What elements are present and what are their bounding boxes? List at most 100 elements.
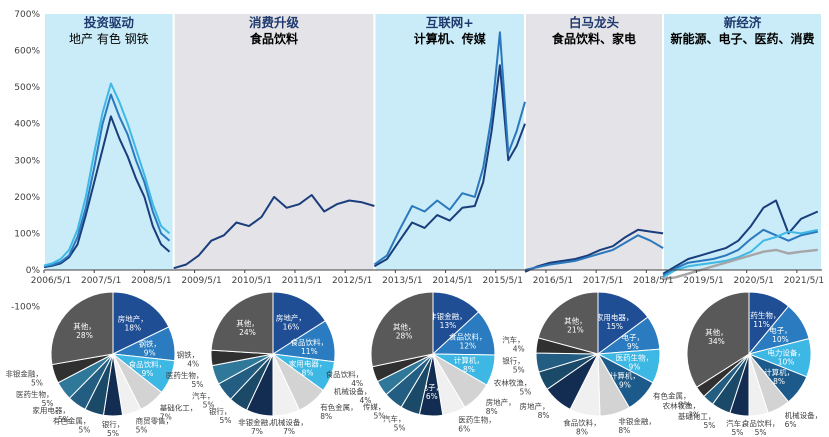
pie-1-slice-label-9: 医药生物， 5% bbox=[16, 389, 54, 408]
line-series-layer bbox=[43, 31, 819, 281]
pie-5-slice-label-7: 汽车， 5% bbox=[726, 418, 749, 437]
pie-4-slice-11 bbox=[537, 291, 599, 355]
pie-4-slice-label-2: 电子， 9% bbox=[622, 332, 645, 351]
pie-4-slice-label-8: 农林牧渔， 5% bbox=[494, 377, 532, 396]
panel-background-4 bbox=[526, 14, 663, 270]
panel-subtitle-2: 食品饮料 bbox=[249, 31, 298, 46]
pie-4-slice-label-5: 非银金融， 8% bbox=[618, 416, 656, 435]
panel-1-series-line-1 bbox=[43, 115, 171, 269]
x-tick-label: 2010/5/1 bbox=[232, 276, 272, 286]
pie-2-slice-label-6: 非银金融， 7% bbox=[238, 417, 276, 436]
panel-title-4: 白马龙头 bbox=[569, 15, 620, 30]
pie-1-slice-label-7: 有色金属， 5% bbox=[53, 415, 91, 434]
panel-subtitle-1: 地产 有色 钢铁 bbox=[69, 32, 149, 46]
pie-3-slice-label-2: 食品饮料， 12% bbox=[449, 332, 487, 351]
pie-3-slice-label-10: 食品饮料， 4% bbox=[326, 369, 364, 388]
pie-4-slice-label-7: 房地产， 8% bbox=[520, 401, 550, 420]
y-tick-label: 600% bbox=[14, 47, 40, 57]
x-tick-label: 2009/5/1 bbox=[181, 276, 221, 286]
chart-axes: 700% 600% 500% 400% 300% 200% 100% 0% -100% 2006/… bbox=[11, 10, 824, 313]
y-tick-label: 300% bbox=[14, 156, 40, 166]
pie-2-slice-label-5: 机械设备， 7% bbox=[270, 417, 308, 436]
pie-charts: 房地产， 18% 钢铁， 9%食品饮料， 9% 基础化工， 7%商贸零售， 5% 银行， 5% 有色… bbox=[5, 291, 823, 437]
x-tick-label: 2014/5/1 bbox=[432, 276, 472, 286]
panel-background-2 bbox=[174, 14, 374, 270]
pie-3-slice-label-7: 汽车， 5% bbox=[383, 414, 406, 433]
panel-4-series-line-1 bbox=[524, 228, 664, 273]
panel-1-series-line-3 bbox=[43, 82, 171, 267]
x-tick-label: 2007/5/1 bbox=[81, 276, 121, 286]
pie-1-slice-label-5: 商贸零售， 5% bbox=[136, 415, 174, 434]
x-tick-label: 2017/5/1 bbox=[583, 276, 623, 286]
pie-2-slice-1 bbox=[272, 291, 327, 355]
pie-5-slice-label-10: 有色金属， 3% bbox=[653, 390, 691, 409]
panel-3-series-line-2 bbox=[373, 31, 526, 266]
x-tick-label: 2020/5/1 bbox=[733, 276, 773, 286]
pie-5-slice-label-3: 电力设备， 10% bbox=[767, 347, 805, 366]
pie-chart-4: 家用电器， 15%电子， 9% 医药生物， 9%计算机， 9% 非银金融， 8% 食品饮料， 8%… bbox=[494, 291, 661, 436]
pie-4-slice-1 bbox=[597, 291, 649, 355]
y-tick-label: 0% bbox=[26, 266, 41, 276]
pie-2-slice-label-1: 房地产， 16% bbox=[276, 312, 306, 331]
pie-4-slice-label-11: 其他， 21% bbox=[564, 316, 587, 335]
pie-3-slice-11 bbox=[370, 291, 434, 368]
pie-3-slice-label-9: 机械设备， 4% bbox=[334, 386, 372, 405]
pie-2-slice-label-9: 医药生物， 5% bbox=[166, 370, 204, 389]
pie-5-slice-label-8: 基础化工， 5% bbox=[678, 411, 716, 430]
pie-1-slice-label-3: 食品饮料， 9% bbox=[129, 359, 167, 378]
panel-subtitle-5: 新能源、电子、医药、消费 bbox=[671, 31, 815, 46]
x-tick-label: 2018/5/1 bbox=[633, 276, 673, 286]
panel-4-series-line-2 bbox=[524, 234, 664, 271]
panel-background-1 bbox=[45, 14, 173, 270]
pie-5-slice-label-1: 医药生物， 11% bbox=[743, 310, 781, 329]
x-tick-label: 2012/5/1 bbox=[332, 276, 372, 286]
pie-2-slice-11 bbox=[210, 291, 274, 355]
x-tick-label: 2021/5/1 bbox=[784, 276, 824, 286]
pie-5-slice-label-5: 机械设备， 6% bbox=[785, 410, 823, 429]
pie-4-slice-label-6: 食品饮料， 8% bbox=[563, 417, 601, 436]
y-tick-label: 100% bbox=[14, 229, 40, 239]
panel-title-2: 消费升级 bbox=[249, 15, 300, 30]
panel-5-series-line-3 bbox=[662, 228, 819, 279]
x-tick-label: 2008/5/1 bbox=[131, 276, 171, 286]
pie-4-slice-label-10: 汽车， 4% bbox=[502, 335, 525, 354]
pie-1-slice-label-8: 家用电器， 5% bbox=[32, 405, 70, 424]
pie-1-slice-label-4: 基础化工， 7% bbox=[160, 402, 198, 421]
y-tick-label: -100% bbox=[11, 303, 40, 313]
panel-1-series-line-2 bbox=[43, 93, 171, 268]
y-tick-label: 200% bbox=[14, 193, 40, 203]
pie-chart-5: 医药生物， 11%电子， 10% 电力设备， 10%计算机， 8% 机械设备， 6% 食品饮料，… bbox=[653, 291, 823, 437]
y-tick-label: 700% bbox=[14, 10, 40, 20]
panel-5-series-line-2 bbox=[662, 228, 819, 277]
pie-5-slice-11 bbox=[686, 291, 750, 388]
pie-5-slice-label-6: 食品饮料， 5% bbox=[742, 418, 780, 437]
pie-chart-3: 非银金融， 13% 食品饮料， 12% 计算机， 8% 房地产， 8%医药生物， 6% 电子， 6%… bbox=[326, 291, 516, 434]
pie-5-slice-label-9: 农林牧渔， 3% bbox=[663, 401, 701, 420]
x-tick-label: 2019/5/1 bbox=[683, 276, 723, 286]
panel-subtitle-4: 食品饮料、家电 bbox=[551, 31, 636, 46]
x-tick-label: 2015/5/1 bbox=[483, 276, 523, 286]
pie-1-slice-1 bbox=[112, 291, 170, 355]
pie-4-slice-label-4: 计算机， 9% bbox=[610, 371, 640, 390]
pie-3-slice-label-6: 电子， 6% bbox=[421, 382, 444, 401]
panel-3-series-line-1 bbox=[373, 64, 526, 268]
panel-subtitle-3: 计算机、传媒 bbox=[414, 31, 487, 46]
pie-3-slice-label-4: 房地产， 8% bbox=[486, 397, 516, 416]
pie-3-slice-label-8: 传媒， 5% bbox=[363, 402, 386, 421]
pie-1-slice-label-1: 房地产， 18% bbox=[118, 314, 148, 333]
panel-title-3: 互联网+ bbox=[426, 15, 474, 30]
x-tick-label: 2006/5/1 bbox=[31, 276, 71, 286]
pie-5-slice-label-4: 计算机， 8% bbox=[764, 367, 794, 386]
panel-5-series-line-4 bbox=[662, 248, 818, 281]
pie-1-slice-label-6: 银行， 5% bbox=[102, 419, 125, 437]
panel-2-series-line-1 bbox=[173, 194, 375, 270]
panel-title-5: 新经济 bbox=[724, 15, 762, 30]
y-tick-label: 400% bbox=[14, 120, 40, 130]
pie-2-slice-label-10: 钢铁， 4% bbox=[177, 350, 200, 369]
panel-5-series-line-1 bbox=[662, 199, 819, 275]
pie-2-slice-label-7: 银行， 5% bbox=[209, 406, 232, 425]
pie-3-slice-label-11: 其他， 28% bbox=[393, 322, 416, 341]
pie-1-slice-label-2: 钢铁， 9% bbox=[138, 339, 161, 358]
pie-2-slice-label-4: 有色金属， 8% bbox=[320, 402, 358, 421]
